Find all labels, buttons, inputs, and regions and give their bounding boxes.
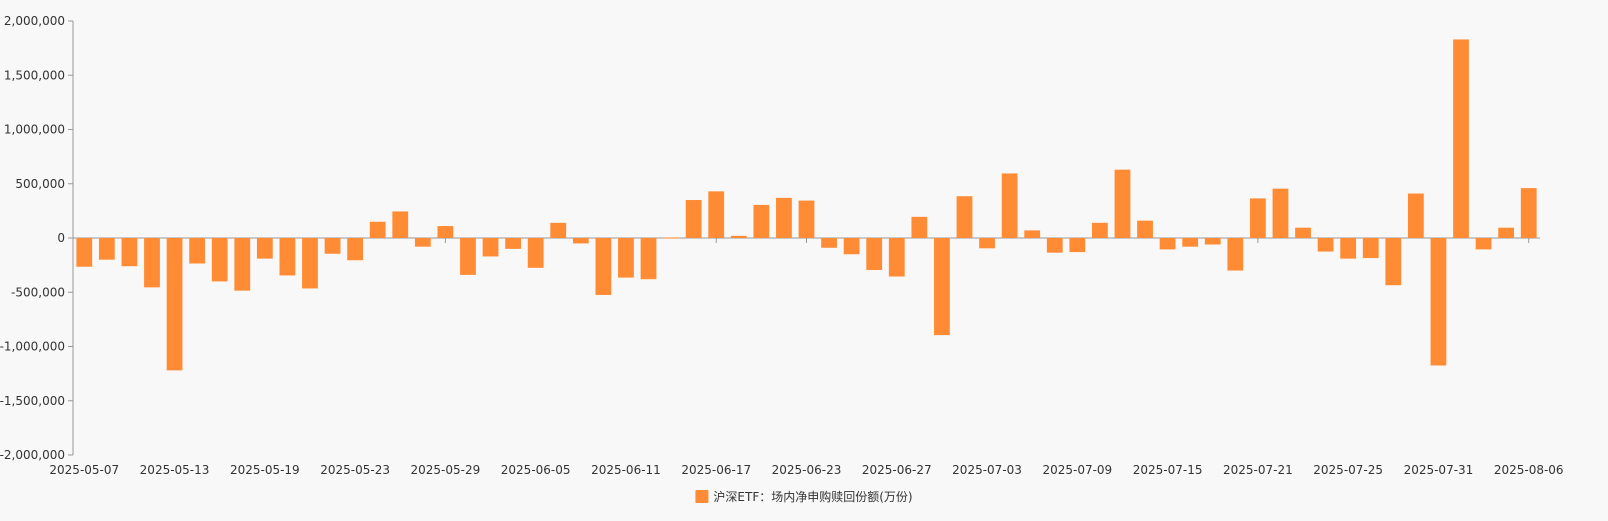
bar[interactable]: [934, 238, 950, 336]
bar[interactable]: [1001, 173, 1018, 238]
bar[interactable]: [1046, 238, 1063, 253]
bar[interactable]: [211, 238, 228, 282]
bar[interactable]: [843, 238, 860, 255]
legend[interactable]: 沪深ETF：场内净申购赎回份额(万份): [695, 489, 913, 504]
bar[interactable]: [595, 238, 612, 295]
bar[interactable]: [256, 238, 273, 259]
bar[interactable]: [1362, 238, 1379, 259]
bar[interactable]: [1092, 222, 1108, 238]
x-tick-label: 2025-06-11: [591, 463, 661, 477]
bar[interactable]: [1114, 169, 1131, 238]
bar[interactable]: [144, 238, 160, 288]
y-tick-label: 0: [57, 231, 65, 245]
bar[interactable]: [1272, 188, 1289, 238]
bar[interactable]: [189, 238, 206, 264]
y-tick-label: -1,500,000: [0, 394, 65, 408]
bar[interactable]: [663, 237, 679, 239]
bar[interactable]: [98, 238, 115, 260]
bar[interactable]: [166, 238, 183, 371]
bar[interactable]: [414, 238, 431, 247]
x-tick-label: 2025-06-27: [862, 463, 932, 477]
bar[interactable]: [1385, 238, 1402, 286]
bar[interactable]: [437, 226, 454, 238]
x-tick-label: 2025-06-05: [501, 463, 571, 477]
bar[interactable]: [1453, 39, 1469, 238]
bar[interactable]: [1317, 238, 1334, 252]
bar[interactable]: [550, 222, 567, 238]
x-tick-label: 2025-07-03: [952, 463, 1022, 477]
bar[interactable]: [640, 238, 657, 280]
x-tick-label: 2025-07-25: [1313, 463, 1383, 477]
bar[interactable]: [1182, 238, 1199, 247]
y-tick-label: 2,000,000: [4, 14, 65, 28]
bar[interactable]: [1227, 238, 1244, 271]
bar[interactable]: [572, 238, 589, 244]
y-tick-label: 1,000,000: [4, 123, 65, 137]
bar[interactable]: [347, 238, 364, 261]
legend-swatch: [695, 490, 709, 503]
bar[interactable]: [482, 238, 499, 257]
x-tick-label: 2025-07-09: [1042, 463, 1112, 477]
x-tick-label: 2025-07-15: [1133, 463, 1203, 477]
bar[interactable]: [979, 238, 995, 249]
bar[interactable]: [76, 238, 93, 267]
x-tick-label: 2025-05-23: [320, 463, 390, 477]
bar[interactable]: [121, 238, 138, 267]
bar[interactable]: [1069, 238, 1086, 253]
x-tick-label: 2025-05-13: [140, 463, 210, 477]
x-axis: 2025-05-07 2025-05-13 2025-05-19 2025-05-23…: [49, 237, 1564, 477]
bar[interactable]: [1295, 227, 1311, 238]
bar[interactable]: [1340, 238, 1357, 259]
x-tick-label: 2025-06-17: [681, 463, 751, 477]
y-tick-label: 500,000: [15, 177, 65, 191]
x-tick-label: 2025-07-31: [1404, 463, 1474, 477]
legend-label: 沪深ETF：场内净申购赎回份额(万份): [713, 489, 912, 504]
x-tick-label: 2025-06-23: [772, 463, 842, 477]
bar[interactable]: [866, 238, 883, 271]
bar[interactable]: [392, 211, 409, 238]
bar[interactable]: [753, 204, 770, 238]
bar[interactable]: [1498, 227, 1515, 238]
x-tick-label: 2025-05-29: [411, 463, 481, 477]
bar[interactable]: [234, 238, 251, 291]
bar[interactable]: [324, 238, 341, 254]
y-axis: 2,000,000 1,500,000 1,000,000 500,000 0 -500,…: [0, 14, 74, 462]
bar[interactable]: [1137, 220, 1153, 238]
x-tick-label: 2025-08-06: [1494, 463, 1564, 477]
bar[interactable]: [1024, 230, 1041, 238]
bar[interactable]: [798, 200, 815, 238]
x-tick-label: 2025-05-07: [49, 463, 119, 477]
bar[interactable]: [911, 216, 928, 238]
y-tick-label: -2,000,000: [0, 448, 65, 462]
x-tick-label: 2025-05-19: [230, 463, 300, 477]
y-tick-label: 1,500,000: [4, 68, 65, 82]
y-tick-label: -1,000,000: [0, 340, 65, 354]
bar[interactable]: [1520, 188, 1537, 238]
bar[interactable]: [505, 238, 521, 249]
y-tick-label: -500,000: [11, 285, 65, 299]
bar[interactable]: [821, 238, 837, 248]
bar[interactable]: [956, 196, 973, 238]
bar[interactable]: [369, 221, 386, 238]
bar[interactable]: [618, 238, 634, 278]
bar[interactable]: [1407, 193, 1424, 238]
bar[interactable]: [776, 197, 792, 238]
bar[interactable]: [888, 238, 905, 277]
bar[interactable]: [730, 235, 747, 238]
bar[interactable]: [302, 238, 318, 289]
bar[interactable]: [685, 200, 702, 238]
bar[interactable]: [1475, 238, 1492, 250]
bars: [76, 39, 1537, 371]
x-tick-label: 2025-07-21: [1223, 463, 1293, 477]
bar[interactable]: [708, 191, 725, 238]
bar[interactable]: [1204, 238, 1221, 245]
bar[interactable]: [279, 238, 296, 276]
bar[interactable]: [1430, 238, 1447, 366]
bar[interactable]: [460, 238, 476, 275]
bar[interactable]: [1249, 198, 1266, 238]
bar[interactable]: [1159, 238, 1176, 250]
bar[interactable]: [527, 238, 544, 268]
